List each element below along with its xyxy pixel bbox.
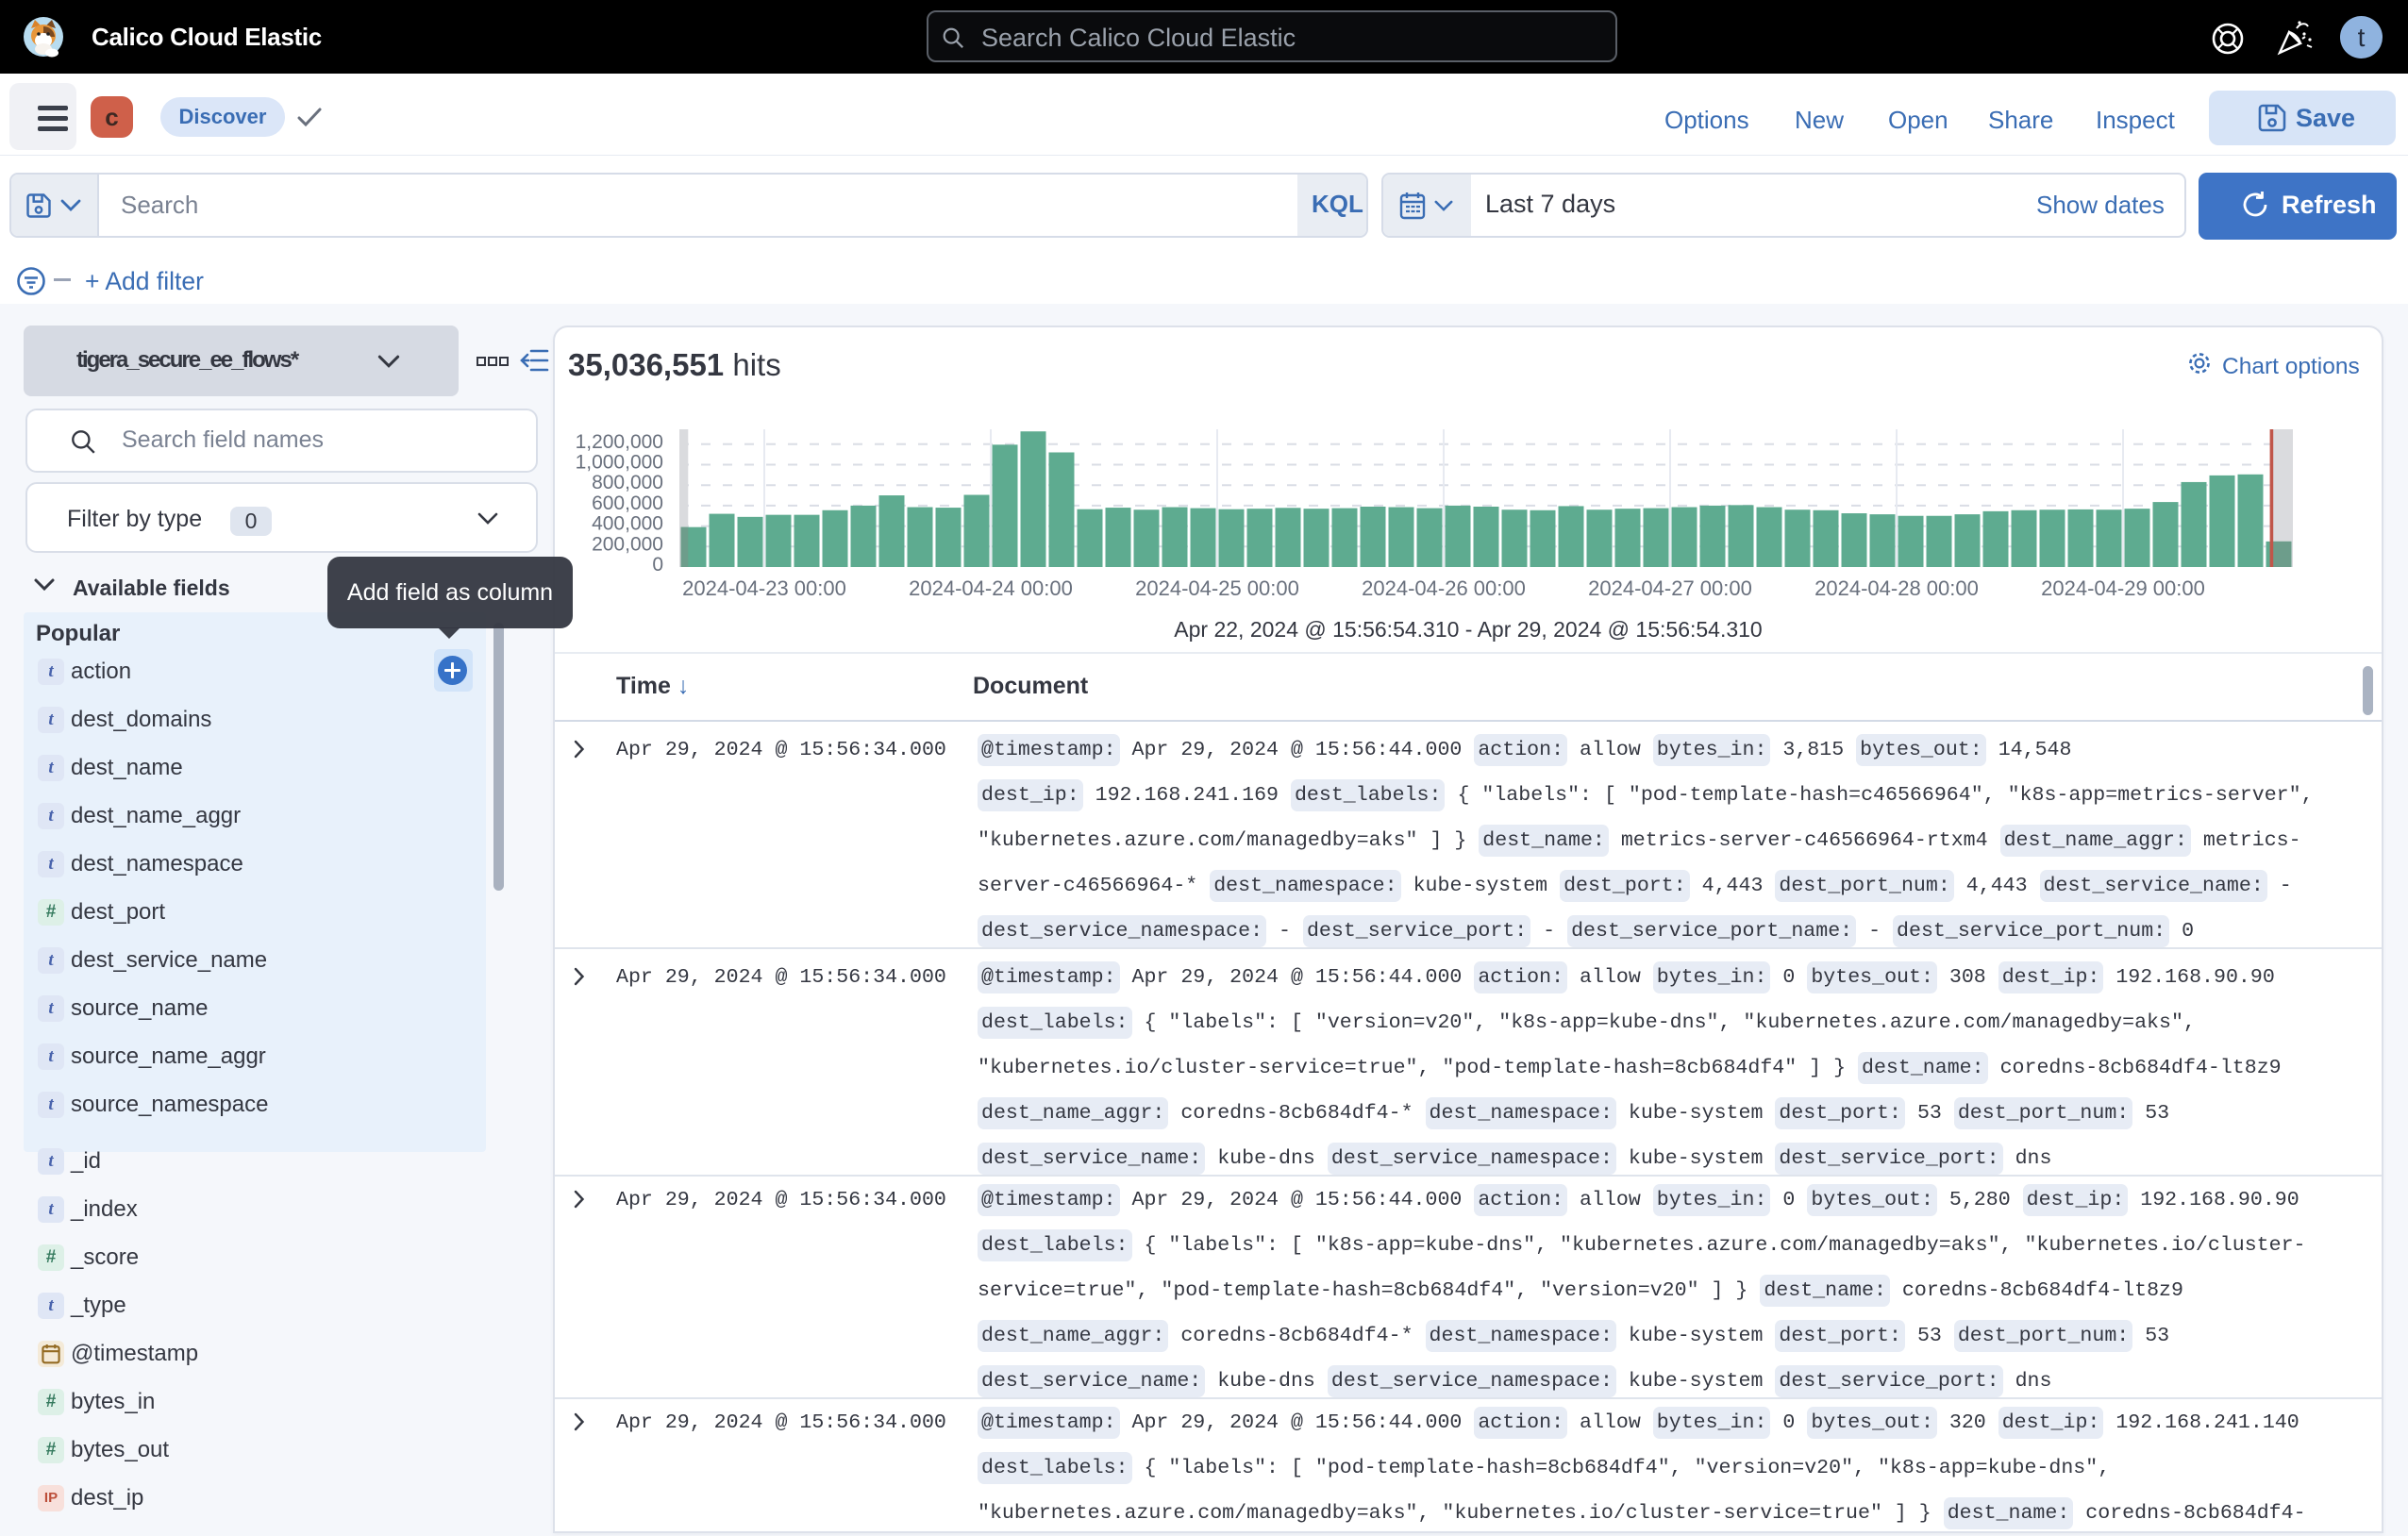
svg-text:2024-04-24 00:00: 2024-04-24 00:00 (909, 576, 1073, 600)
svg-text:2024-04-23 00:00: 2024-04-23 00:00 (682, 576, 846, 600)
svg-text:2024-04-26 00:00: 2024-04-26 00:00 (1362, 576, 1526, 600)
svg-text:400,000: 400,000 (592, 513, 663, 535)
svg-text:800,000: 800,000 (592, 472, 663, 493)
svg-text:200,000: 200,000 (592, 533, 663, 555)
svg-text:2024-04-28 00:00: 2024-04-28 00:00 (1814, 576, 1979, 600)
svg-text:0: 0 (652, 554, 663, 576)
svg-text:600,000: 600,000 (592, 493, 663, 514)
svg-text:2024-04-29 00:00: 2024-04-29 00:00 (2041, 576, 2205, 600)
svg-text:1,200,000: 1,200,000 (576, 431, 663, 453)
svg-text:1,000,000: 1,000,000 (576, 452, 663, 474)
svg-text:2024-04-27 00:00: 2024-04-27 00:00 (1588, 576, 1752, 600)
svg-text:2024-04-25 00:00: 2024-04-25 00:00 (1135, 576, 1299, 600)
